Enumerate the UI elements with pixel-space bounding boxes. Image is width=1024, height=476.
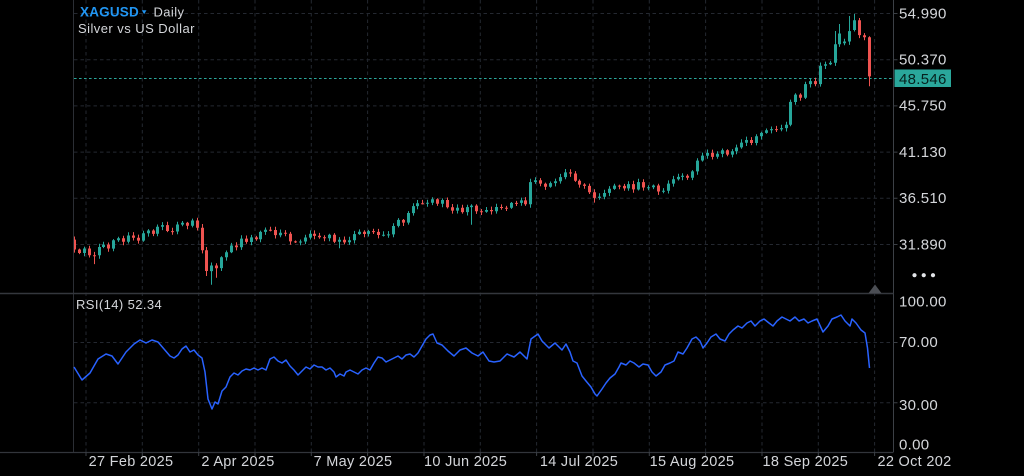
svg-text:18 Sep 2025: 18 Sep 2025 [763, 454, 849, 470]
svg-text:27 Feb 2025: 27 Feb 2025 [89, 454, 174, 470]
svg-text:22 Oct 202: 22 Oct 202 [878, 454, 952, 470]
svg-text:45.750: 45.750 [899, 98, 947, 115]
svg-text:2 Apr 2025: 2 Apr 2025 [201, 454, 274, 470]
svg-text:41.130: 41.130 [899, 144, 947, 161]
svg-text:Daily: Daily [154, 5, 185, 20]
svg-text:0.00: 0.00 [899, 436, 929, 453]
svg-text:7 May 2025: 7 May 2025 [314, 454, 393, 470]
svg-text:Silver vs US Dollar: Silver vs US Dollar [78, 21, 195, 36]
svg-text:10 Jun 2025: 10 Jun 2025 [424, 454, 507, 470]
svg-text:54.990: 54.990 [899, 5, 947, 22]
svg-text:48.546: 48.546 [899, 71, 947, 88]
svg-text:70.00: 70.00 [899, 334, 938, 351]
svg-text:RSI(14) 52.34: RSI(14) 52.34 [76, 297, 162, 312]
svg-text:XAGUSD: XAGUSD [80, 5, 139, 20]
svg-text:14 Jul 2025: 14 Jul 2025 [540, 454, 618, 470]
svg-text:36.510: 36.510 [899, 190, 947, 207]
svg-text:15 Aug 2025: 15 Aug 2025 [650, 454, 735, 470]
svg-text:31.890: 31.890 [899, 236, 947, 253]
svg-text:100.00: 100.00 [899, 293, 947, 310]
svg-text:30.00: 30.00 [899, 397, 938, 414]
svg-text:50.370: 50.370 [899, 52, 947, 69]
